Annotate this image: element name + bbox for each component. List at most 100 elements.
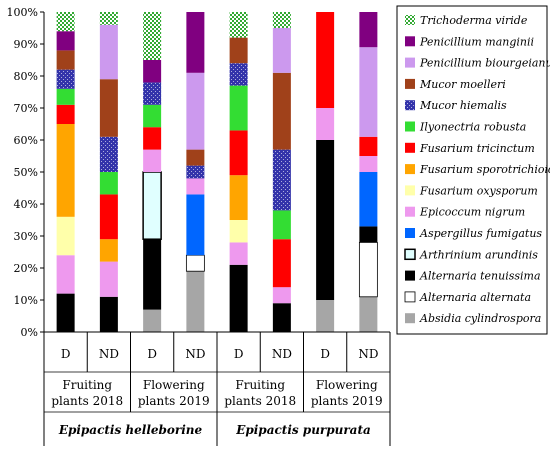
legend-label: Mucor moelleri (419, 78, 506, 91)
bar-segment (229, 12, 248, 38)
bar-segment (359, 172, 378, 227)
bar-segment (99, 296, 118, 332)
bar-segment (143, 309, 162, 332)
bar-segment (56, 293, 75, 332)
legend-label: Fusarium oxysporum (419, 184, 538, 197)
bar-segment (359, 47, 378, 137)
y-tick-label: 40% (14, 198, 38, 211)
bar-segment (56, 216, 75, 256)
legend-swatch (405, 270, 415, 281)
bar-segment (359, 156, 378, 172)
bar-segment (186, 165, 205, 179)
legend-swatch (405, 142, 415, 153)
legend-swatch (405, 78, 415, 89)
legend-swatch (405, 36, 415, 47)
x-category-label: D (61, 347, 71, 361)
x-group-label-line1: Flowering (143, 378, 205, 392)
x-category-label: D (320, 347, 330, 361)
bar-segment (229, 264, 248, 332)
bar-segment (186, 271, 205, 332)
x-category-label: D (234, 347, 244, 361)
y-tick-label: 30% (14, 230, 38, 243)
legend: Trichoderma viride Penicillium manginii Pe… (396, 5, 550, 335)
bar-segment (229, 63, 248, 86)
x-category-label: ND (185, 347, 205, 361)
bar-segment (316, 300, 335, 332)
y-tick-label: 0% (21, 326, 38, 339)
legend-swatch (405, 313, 415, 324)
bar-segment (99, 172, 118, 195)
x-category-label: D (147, 347, 157, 361)
bar-segment (272, 239, 291, 288)
legend-label: Ilyonectria robusta (419, 121, 526, 134)
y-tick-label: 50% (14, 166, 38, 179)
bar-segment (186, 178, 205, 195)
bar-segment (229, 242, 248, 265)
bar-segment (229, 85, 248, 131)
bar-segment (99, 194, 118, 240)
legend-swatch (405, 121, 415, 132)
bar-segment (272, 149, 291, 211)
bar-segment (56, 50, 75, 70)
legend-label: Fusarium sporotrichioides (419, 163, 550, 176)
bar-segment (316, 12, 335, 108)
legend-label: Trichoderma viride (420, 14, 528, 27)
legend-label: Penicillium biourgeianum (419, 57, 550, 70)
legend-swatch (405, 185, 415, 196)
legend-swatch (405, 57, 415, 68)
bar-segment (185, 254, 205, 272)
bar-segment (359, 12, 378, 48)
legend-swatch (405, 15, 415, 25)
bar-segment (229, 175, 248, 220)
y-tick-label: 20% (14, 262, 38, 275)
legend-swatch (405, 206, 415, 217)
bar-segment (358, 241, 378, 298)
x-group-label-line1: Fruiting (62, 378, 112, 392)
x-group-label-line2: plants 2018 (224, 394, 296, 408)
bar-segment (99, 136, 118, 172)
bar-segment (186, 72, 205, 150)
bar-segment (56, 88, 75, 105)
x-category-label: ND (99, 347, 119, 361)
bar-segment (143, 239, 162, 310)
x-group-label-line2: plants 2019 (311, 394, 383, 408)
legend-swatch (404, 248, 416, 261)
bar-segment (56, 12, 75, 32)
bar-segment (56, 69, 75, 89)
legend-label: Mucor hiemalis (419, 99, 507, 112)
bar-segment (143, 104, 162, 128)
legend-label: Alternaria alternata (419, 291, 531, 304)
bar-segment (143, 149, 162, 172)
x-axis: D ND D ND D ND D ND Fruiting plants 2018 Flowering… (43, 331, 391, 446)
legend-frame (396, 5, 548, 335)
legend-swatch (405, 228, 415, 238)
bar-segment (359, 136, 378, 156)
bar-segment (359, 226, 378, 243)
bar-segment (359, 296, 378, 332)
legend-swatch (405, 100, 415, 111)
bar-segment (229, 130, 248, 176)
x-species-label: Epipactis helleborine (58, 423, 203, 437)
bar-segment (229, 37, 248, 64)
legend-label: Penicillium manginii (419, 35, 534, 48)
bar-segment (143, 127, 162, 150)
x-category-label: ND (358, 347, 378, 361)
x-species-label: Epipactis purpurata (235, 423, 371, 437)
y-tick-label: 80% (14, 70, 38, 83)
bar-segment (56, 255, 75, 294)
x-group-label-line2: plants 2019 (138, 394, 210, 408)
bar-segment (56, 31, 75, 51)
bar-segment (316, 140, 335, 300)
bar-segment (143, 60, 162, 83)
bars (56, 12, 378, 332)
y-tick-label: 70% (14, 102, 38, 115)
x-group-label-line2: plants 2018 (51, 394, 123, 408)
x-group-label-line1: Fruiting (235, 378, 285, 392)
bar-segment (142, 171, 162, 240)
bar-segment (186, 149, 205, 166)
y-tick-label: 10% (14, 294, 38, 307)
bar-segment (272, 28, 291, 73)
bar-segment (143, 12, 162, 60)
bar-segment (229, 220, 248, 243)
y-axis: 0% 10% 20% 30% 40% 50% 60% 70% 80% 90% 100% (7, 6, 45, 339)
